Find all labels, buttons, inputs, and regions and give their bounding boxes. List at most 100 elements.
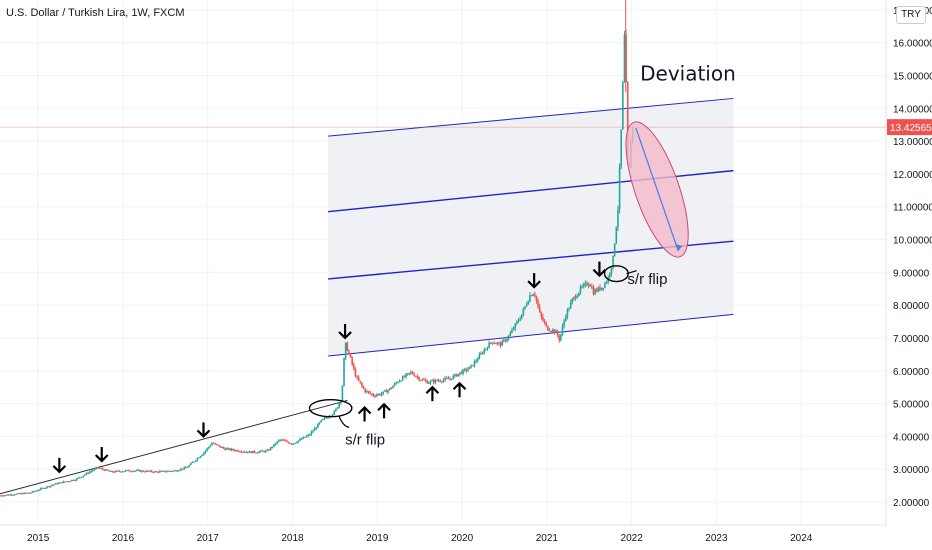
candle-body (587, 284, 590, 286)
sr-flip-arrow-1 (338, 416, 350, 428)
y-tick-label: 6.00000 (893, 367, 930, 378)
candle-body (39, 488, 42, 490)
candle-body (305, 435, 308, 438)
candle-body (235, 450, 238, 452)
candle-body (313, 428, 316, 431)
candle-body (626, 82, 629, 163)
candle-body (578, 292, 580, 296)
candle-body (582, 284, 585, 287)
currency-button[interactable]: TRY (896, 6, 926, 24)
candle-body (229, 448, 231, 451)
candle-body (517, 320, 520, 322)
candle-body (136, 470, 138, 472)
candle-body (70, 479, 73, 482)
candle-body (543, 320, 546, 323)
candle-body (62, 481, 65, 484)
last-price-tag (887, 119, 932, 136)
candle-body (225, 448, 228, 450)
last-price-label: 13.42565 (890, 123, 932, 134)
candle-body (307, 434, 309, 436)
candle-body (250, 451, 252, 454)
candle-body (400, 380, 402, 382)
time-axis[interactable]: 2015 2016 2017 2018 2019 2020 2021 2022 2023 2024 (0, 524, 932, 550)
candle-body (106, 469, 109, 471)
candle-body (620, 129, 623, 167)
candle-body (0, 495, 3, 497)
x-tick-label: 2015 (27, 533, 50, 544)
candle-body (271, 447, 274, 449)
candle-body (354, 368, 357, 377)
price-axis[interactable]: 2.00000 3.00000 4.00000 5.00000 6.00000 7.000… (885, 0, 932, 550)
candle-body (203, 452, 205, 455)
candle-body (256, 452, 259, 454)
candle-body (401, 376, 404, 381)
candle-body (385, 390, 388, 393)
candle-body (2, 495, 5, 497)
candle-body (240, 451, 243, 453)
candle-body (204, 450, 207, 453)
candle-body (488, 342, 490, 349)
y-tick-label: 8.00000 (893, 301, 930, 312)
candle-body (452, 375, 455, 380)
candle-body (597, 287, 600, 292)
candle-body (388, 388, 391, 391)
candle-body (292, 443, 295, 445)
candle-body (222, 447, 225, 449)
candle-body (538, 306, 541, 312)
candle-body (113, 471, 115, 473)
candle-body (556, 330, 559, 336)
candle-body (101, 468, 104, 470)
candle-body (116, 470, 119, 472)
candle-body (520, 314, 523, 319)
candle-body (550, 331, 552, 333)
candle-body (511, 329, 513, 333)
candle-body (317, 423, 319, 428)
candle-body (118, 470, 120, 472)
candle-body (95, 467, 97, 469)
candle-body (450, 378, 453, 380)
candle-body (483, 349, 486, 354)
candle-body (405, 374, 407, 377)
candle-body (506, 338, 508, 341)
candle-body (220, 447, 223, 449)
candle-body (351, 357, 353, 365)
sr-flip-label-2: s/r flip (627, 271, 667, 288)
candle-body (444, 378, 446, 380)
candle-body (141, 470, 143, 472)
candle-body (560, 334, 562, 341)
candle-body (300, 438, 303, 440)
candle-body (610, 267, 613, 274)
candle-body (380, 393, 383, 396)
candle-body (331, 414, 334, 416)
candle-body (41, 488, 44, 490)
y-tick-label: 5.00000 (893, 400, 930, 411)
candle-body (524, 306, 526, 309)
candle-body (623, 35, 626, 83)
candle-body (128, 470, 130, 472)
candle-body (434, 379, 437, 383)
candle-body (5, 494, 8, 496)
candle-body (255, 452, 257, 454)
candle-body (276, 441, 278, 444)
sr-flip-arrow-2 (626, 270, 637, 275)
candle-body (188, 465, 190, 468)
candle-body (206, 448, 208, 451)
candle-body (211, 443, 213, 446)
candle-body (343, 358, 345, 387)
x-tick-label: 2019 (366, 533, 389, 544)
candle-body (530, 295, 533, 297)
candle-body (232, 448, 234, 451)
x-tick-label: 2024 (790, 533, 813, 544)
candle-body (261, 450, 264, 452)
candle-body (214, 443, 217, 445)
candle-body (17, 493, 19, 495)
candle-body (561, 326, 564, 335)
down-arrow-head (94, 454, 109, 463)
candle-body (66, 481, 68, 483)
candle-body (28, 492, 31, 494)
y-tick-label: 4.00000 (893, 432, 930, 443)
candle-body (155, 471, 158, 473)
price-axis-bg (886, 0, 932, 550)
candle-body (273, 443, 275, 448)
